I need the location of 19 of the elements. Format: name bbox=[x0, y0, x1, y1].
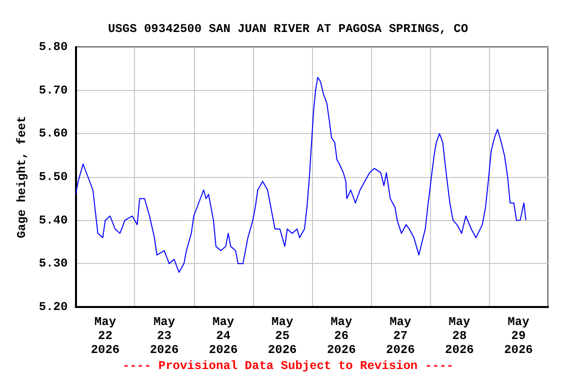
y-tick-label: 5.20 bbox=[38, 300, 68, 314]
y-tick-label: 5.60 bbox=[38, 126, 68, 141]
line-series bbox=[75, 76, 526, 273]
text: ---- Provisional Data Subject to Revision ---- bbox=[122, 359, 454, 373]
y-tick-label: 5.40 bbox=[38, 213, 68, 228]
x-tick-label: May 27 2026 bbox=[386, 315, 415, 357]
x-tick-label: May 24 2026 bbox=[208, 315, 238, 357]
y-tick-label: 5.80 bbox=[38, 40, 68, 54]
y-tick-label: 5.30 bbox=[38, 256, 68, 271]
x-tick-label: May 29 2026 bbox=[504, 315, 533, 357]
x-tick-label: May 26 2026 bbox=[326, 315, 356, 357]
x-tick-label: May 22 2026 bbox=[90, 315, 120, 357]
y-tick-label: 5.70 bbox=[38, 83, 68, 98]
x-tick-label: May 25 2026 bbox=[268, 315, 297, 357]
y-axis-title: Gage height, feet bbox=[15, 116, 29, 238]
x-tick-label: May 28 2026 bbox=[445, 315, 474, 357]
y-tick-label: 5.50 bbox=[38, 170, 68, 184]
x-tick-label: May 23 2026 bbox=[150, 315, 179, 357]
chart-title: USGS 09342500 SAN JUAN RIVER AT PAGOSA SPRINGS, CO bbox=[108, 22, 468, 36]
